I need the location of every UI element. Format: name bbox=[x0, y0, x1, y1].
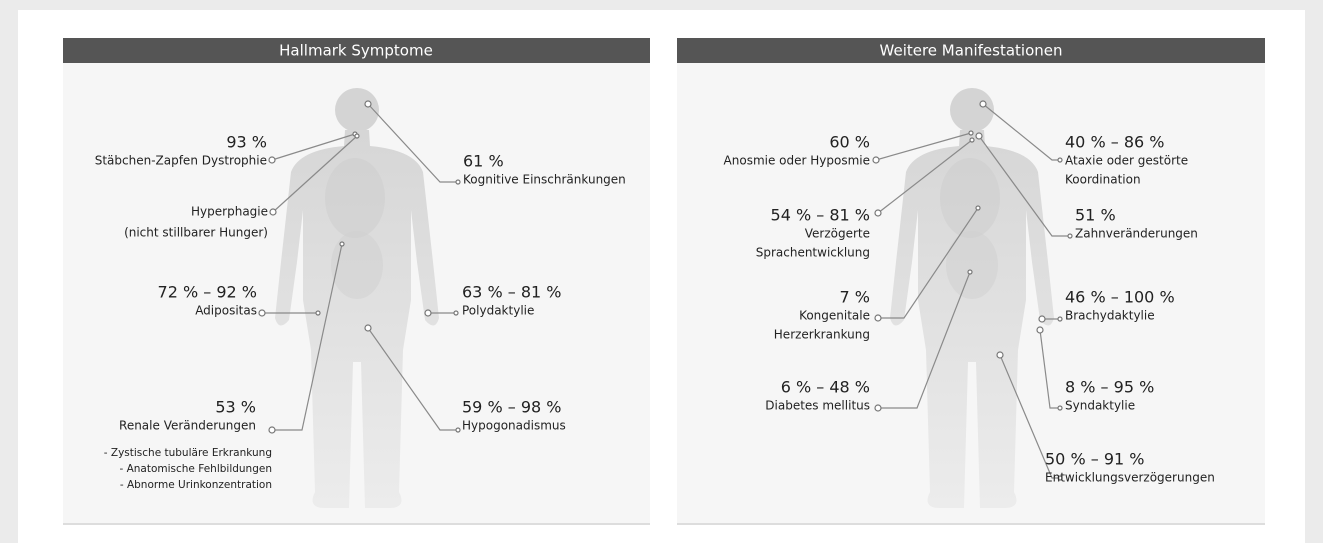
symptom-label: Entwicklungsverzögerungen bbox=[1045, 471, 1215, 485]
connector-dot bbox=[1058, 158, 1062, 162]
percentage: 54 % – 81 % bbox=[771, 206, 870, 225]
connector-dot bbox=[980, 101, 986, 107]
percentage: 50 % – 91 % bbox=[1045, 450, 1144, 469]
symptom-label: Zahnveränderungen bbox=[1075, 227, 1198, 241]
symptom-label: Diabetes mellitus bbox=[765, 399, 870, 413]
percentage: 7 % bbox=[840, 288, 870, 307]
percentage: 60 % bbox=[829, 133, 870, 152]
percentage: 51 % bbox=[1075, 206, 1116, 225]
connector-dot bbox=[1058, 317, 1062, 321]
connector-dot bbox=[969, 131, 973, 135]
connector-dot bbox=[875, 315, 881, 321]
symptom-label: Brachydaktylie bbox=[1065, 309, 1155, 323]
symptom-label: Koordination bbox=[1065, 173, 1141, 187]
percentage: 59 % – 98 % bbox=[462, 398, 561, 417]
connector-dot bbox=[976, 206, 980, 210]
connector-dot bbox=[269, 157, 275, 163]
connector-dot bbox=[873, 157, 879, 163]
connector-dot bbox=[976, 133, 982, 139]
percentage: 46 % – 100 % bbox=[1065, 288, 1175, 307]
symptom-label: Kognitive Einschränkungen bbox=[463, 173, 626, 187]
percentage: 61 % bbox=[463, 152, 504, 171]
symptom-label: Polydaktylie bbox=[462, 304, 534, 318]
connector-dot bbox=[970, 138, 974, 142]
connector-dot bbox=[1058, 406, 1062, 410]
connector-dot bbox=[425, 310, 431, 316]
connector-dot bbox=[875, 405, 881, 411]
connector-dot bbox=[269, 427, 275, 433]
symptom-label: Sprachentwicklung bbox=[756, 246, 870, 260]
symptom-note: - Abnorme Urinkonzentration bbox=[120, 479, 272, 491]
connector-dot bbox=[355, 134, 359, 138]
percentage: 53 % bbox=[215, 398, 256, 417]
connector-dot bbox=[270, 209, 276, 215]
percentage: 40 % – 86 % bbox=[1065, 133, 1164, 152]
connector-dot bbox=[340, 242, 344, 246]
connector-dot bbox=[454, 311, 458, 315]
percentage: 72 % – 92 % bbox=[158, 283, 257, 302]
symptom-label: Herzerkrankung bbox=[774, 328, 870, 342]
percentage: 63 % – 81 % bbox=[462, 283, 561, 302]
symptom-label: Anosmie oder Hyposmie bbox=[724, 154, 870, 168]
symptom-label: Stäbchen-Zapfen Dystrophie bbox=[95, 154, 267, 168]
connector-dot bbox=[875, 210, 881, 216]
symptom-label: Hyperphagie bbox=[191, 205, 268, 219]
symptom-label: Kongenitale bbox=[799, 309, 870, 323]
percentage: 8 % – 95 % bbox=[1065, 378, 1154, 397]
connector-dot bbox=[316, 311, 320, 315]
symptom-label: Ataxie oder gestörte bbox=[1065, 154, 1188, 168]
symptom-note: - Anatomische Fehlbildungen bbox=[119, 463, 272, 475]
connector-dot bbox=[365, 325, 371, 331]
infographic: Hallmark Symptome Weitere Manifestatione… bbox=[0, 0, 1323, 543]
panel-title: Hallmark Symptome bbox=[279, 42, 433, 60]
percentage: 6 % – 48 % bbox=[781, 378, 870, 397]
symptom-label: Adipositas bbox=[195, 304, 257, 318]
connector-dot bbox=[997, 352, 1003, 358]
connector-dot bbox=[365, 101, 371, 107]
symptom-note: - Zystische tubuläre Erkrankung bbox=[104, 447, 272, 459]
connector-dot bbox=[456, 428, 460, 432]
symptom-label: Syndaktylie bbox=[1065, 399, 1135, 413]
symptom-label: Verzögerte bbox=[805, 227, 870, 241]
connector-dot bbox=[456, 180, 460, 184]
percentage: 93 % bbox=[226, 133, 267, 152]
symptom-label: Renale Veränderungen bbox=[119, 419, 256, 433]
panel-title: Weitere Manifestationen bbox=[880, 42, 1063, 60]
connector-dot bbox=[1039, 316, 1045, 322]
connector-dot bbox=[1068, 234, 1072, 238]
connector-dot bbox=[1037, 327, 1043, 333]
symptom-label: Hypogonadismus bbox=[462, 419, 566, 433]
connector-dot bbox=[968, 270, 972, 274]
symptom-label: (nicht stillbarer Hunger) bbox=[124, 226, 268, 240]
connector-dot bbox=[259, 310, 265, 316]
